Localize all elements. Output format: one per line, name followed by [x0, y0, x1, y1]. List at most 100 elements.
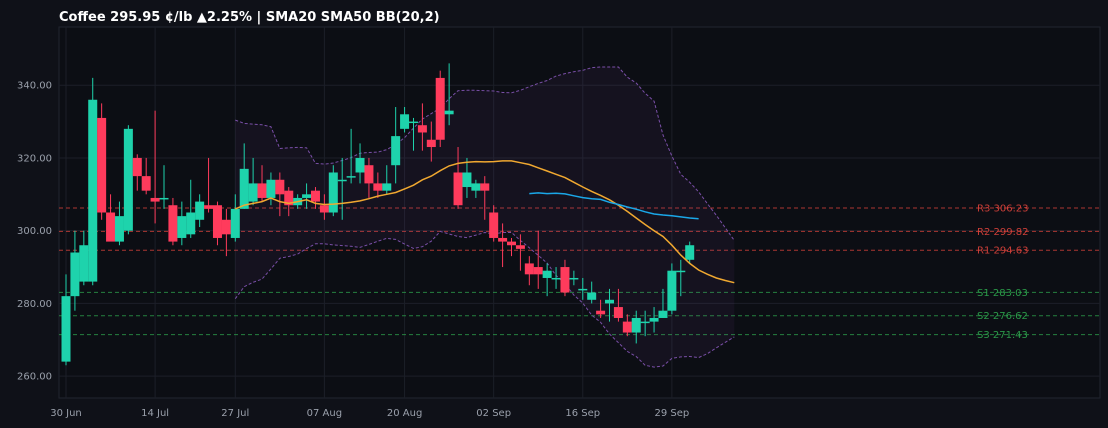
resistance-label: R3 306.23 — [977, 204, 1028, 215]
resistance-label: R1 294.63 — [977, 246, 1028, 257]
candle — [417, 103, 427, 151]
candle-body — [533, 267, 543, 275]
candle-body — [605, 299, 615, 304]
candle-body — [61, 296, 71, 362]
candle — [70, 230, 80, 311]
bollinger-lower-band — [234, 230, 735, 368]
x-tick-label: 30 Jun — [50, 408, 82, 419]
candle — [150, 110, 160, 224]
candle — [489, 205, 499, 242]
candle — [596, 299, 606, 318]
candle — [337, 157, 347, 220]
candle-body — [132, 157, 142, 177]
candle-body — [578, 288, 588, 291]
candle-body — [480, 183, 490, 191]
candle-body — [622, 321, 632, 333]
support-label: S2 276.62 — [977, 311, 1028, 322]
candle-body — [426, 139, 436, 148]
candle — [248, 157, 258, 206]
candle — [364, 157, 374, 198]
candle-body — [489, 212, 499, 238]
candle-body — [551, 277, 561, 280]
x-axis-ticks: 30 Jun 14 Jul 27 Jul 07 Aug 20 Aug 02 Sep 16 S… — [50, 408, 689, 419]
sma20-line — [235, 160, 735, 284]
candle — [319, 194, 329, 220]
candle-body — [302, 194, 312, 198]
candle-body — [667, 270, 677, 311]
candle-body — [239, 168, 249, 209]
candle-body — [444, 110, 454, 115]
support-resistance-lines — [59, 207, 1100, 336]
candle-body — [70, 252, 80, 297]
candle — [640, 310, 650, 337]
candle-body — [355, 157, 365, 173]
candle-body — [328, 172, 338, 213]
candle — [230, 194, 240, 242]
candle — [302, 183, 312, 209]
y-tick-label: 320.00 — [17, 153, 52, 164]
x-tick-label: 07 Aug — [307, 408, 342, 419]
candle — [391, 107, 401, 184]
candle-body — [195, 201, 205, 220]
candle-body — [212, 205, 222, 238]
candle — [382, 165, 392, 195]
candle — [426, 121, 436, 162]
x-tick-label: 14 Jul — [141, 408, 169, 419]
x-tick-label: 27 Jul — [221, 408, 249, 419]
candle — [159, 165, 169, 209]
candle-body — [685, 245, 695, 260]
candle-body — [515, 245, 525, 249]
y-axis-ticks: 260.00 280.00 300.00 320.00 340.00 — [17, 81, 52, 383]
candle-body — [613, 307, 623, 318]
candle — [275, 172, 285, 217]
candle — [284, 187, 294, 217]
candle-body — [97, 117, 107, 213]
candle-body — [159, 197, 169, 200]
candle — [114, 201, 124, 246]
candle — [569, 270, 579, 286]
candle-body — [471, 183, 481, 191]
candle-body — [284, 190, 294, 206]
candle-body — [319, 205, 329, 213]
support-label: S1 283.03 — [977, 288, 1028, 299]
level-labels: R3 306.23 R2 299.82 R1 294.63 S1 283.03 S2 2… — [977, 204, 1028, 342]
y-tick-label: 340.00 — [17, 81, 52, 92]
candle-body — [640, 321, 650, 324]
candle — [444, 63, 454, 126]
candle — [186, 179, 196, 238]
candle — [685, 241, 695, 264]
candle — [631, 310, 641, 344]
candle-body — [346, 176, 356, 178]
candle — [524, 256, 534, 286]
candle — [88, 77, 98, 286]
candle-body — [569, 277, 579, 280]
candle-body — [649, 317, 659, 322]
candle-body — [221, 219, 231, 235]
candle-body — [373, 183, 383, 191]
candle — [212, 201, 222, 246]
candle — [195, 194, 205, 228]
candle-body — [114, 216, 124, 242]
candle — [587, 281, 597, 304]
candle-body — [88, 99, 98, 282]
x-tick-label: 20 Aug — [387, 408, 422, 419]
candle-body — [658, 310, 668, 318]
candle-body — [587, 292, 597, 300]
candles — [61, 63, 695, 366]
candle — [676, 259, 686, 297]
y-tick-label: 300.00 — [17, 226, 52, 237]
candle-body — [382, 183, 392, 191]
candle-body — [230, 208, 240, 238]
candle — [221, 208, 231, 257]
candle — [123, 125, 133, 235]
candle-body — [596, 310, 606, 315]
candle-body — [453, 172, 463, 206]
y-tick-label: 260.00 — [17, 372, 52, 383]
candle-body — [141, 176, 151, 191]
candle-body — [177, 216, 187, 238]
candle-body — [435, 77, 445, 140]
x-tick-label: 02 Sep — [476, 408, 511, 419]
candle — [204, 157, 214, 213]
